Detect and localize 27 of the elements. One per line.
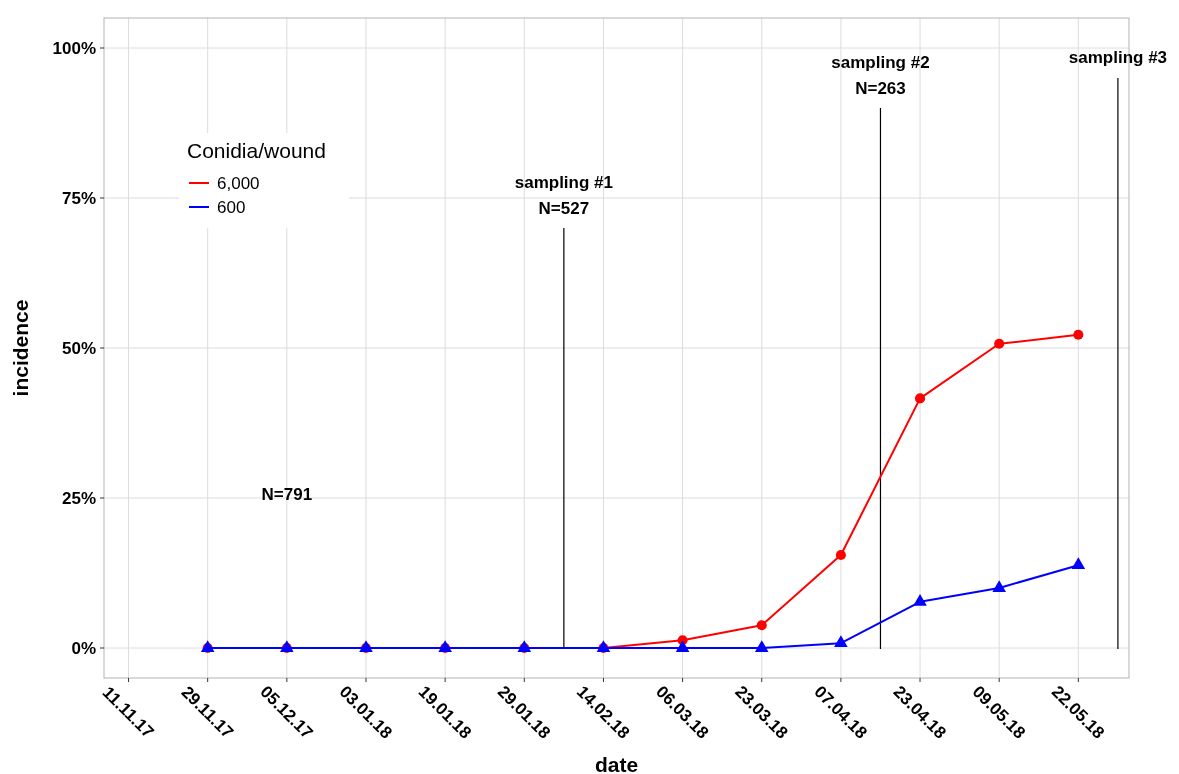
point bbox=[756, 620, 767, 631]
y-tick-label: 100% bbox=[52, 38, 96, 58]
annotation: N=527 bbox=[538, 199, 590, 218]
point bbox=[915, 393, 926, 404]
legend-title: Conidia/wound bbox=[187, 139, 326, 162]
point bbox=[834, 635, 848, 648]
y-tick-label: 50% bbox=[61, 338, 96, 358]
point bbox=[754, 640, 769, 652]
point bbox=[992, 580, 1006, 592]
annotation: sampling #1 bbox=[514, 173, 613, 192]
x-axis-title: date bbox=[594, 753, 639, 774]
annotation: N=791 bbox=[261, 485, 313, 504]
point bbox=[675, 640, 690, 652]
y-tick-label: 25% bbox=[61, 488, 96, 508]
y-tick-label: 0% bbox=[71, 638, 96, 658]
point bbox=[1073, 329, 1084, 340]
annotation: sampling #2 bbox=[831, 53, 930, 72]
point bbox=[913, 593, 927, 606]
point bbox=[835, 549, 846, 561]
annotation: sampling #3 bbox=[1068, 48, 1168, 67]
legend-label: 6,000 bbox=[217, 173, 260, 193]
y-axis-title: incidence bbox=[9, 299, 32, 397]
point bbox=[1071, 557, 1086, 570]
y-tick-label: 75% bbox=[61, 188, 96, 208]
point bbox=[994, 338, 1005, 349]
annotation: N=263 bbox=[855, 79, 906, 98]
legend-label: 600 bbox=[217, 197, 246, 217]
